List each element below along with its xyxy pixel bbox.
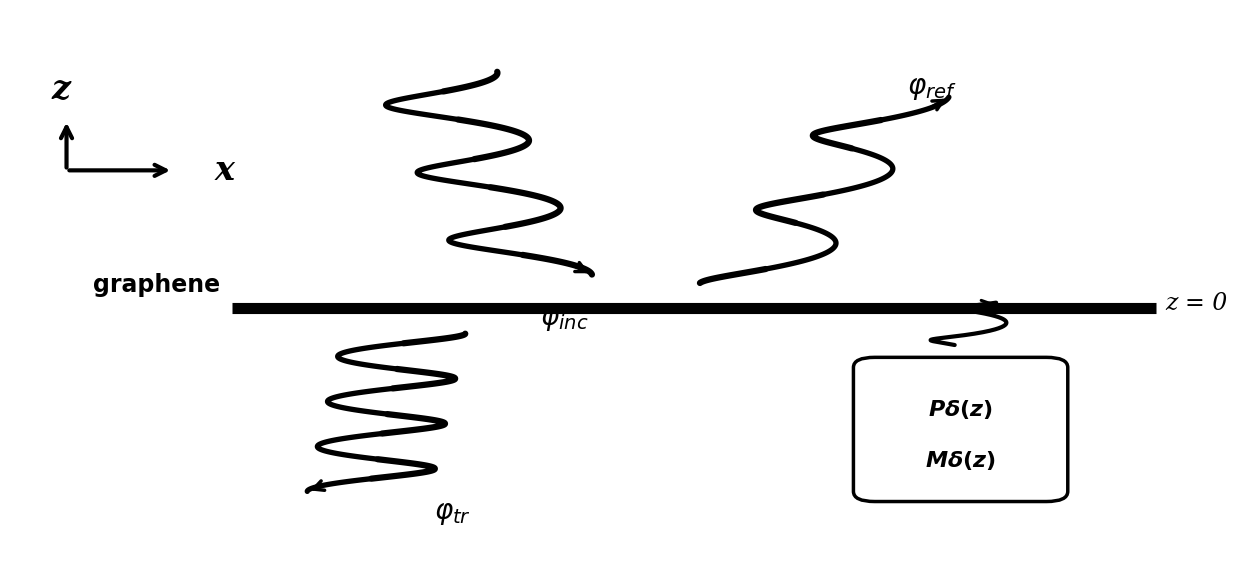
FancyBboxPatch shape (853, 357, 1068, 501)
Text: x: x (215, 154, 234, 187)
Text: $\boldsymbol{M\delta(z)}$: $\boldsymbol{M\delta(z)}$ (925, 449, 996, 472)
Text: $\boldsymbol{P\delta(z)}$: $\boldsymbol{P\delta(z)}$ (928, 398, 993, 421)
Text: z: z (51, 72, 70, 106)
Text: $\varphi_{ref}$: $\varphi_{ref}$ (907, 75, 957, 102)
Text: $\varphi_{inc}$: $\varphi_{inc}$ (540, 306, 588, 333)
Text: $\varphi_{tr}$: $\varphi_{tr}$ (434, 500, 471, 527)
Text: graphene: graphene (94, 273, 221, 297)
Text: z = 0: z = 0 (1165, 293, 1228, 315)
